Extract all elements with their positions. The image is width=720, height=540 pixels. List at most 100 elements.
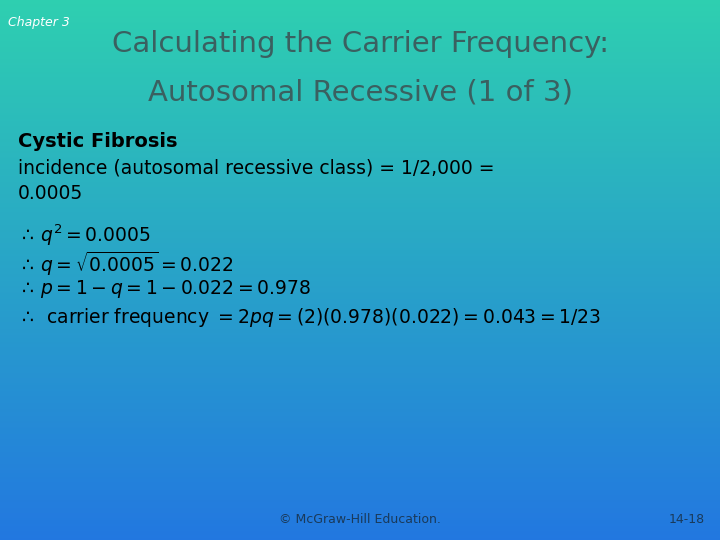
- Bar: [0, 194, 720, 196]
- Text: $\therefore\, p = 1 - q = 1 - 0.022 = 0.978$: $\therefore\, p = 1 - q = 1 - 0.022 = 0.…: [18, 278, 311, 300]
- Bar: [0, 292, 720, 293]
- Bar: [0, 450, 720, 452]
- Bar: [0, 328, 720, 329]
- Bar: [0, 133, 720, 135]
- Bar: [0, 390, 720, 393]
- Bar: [0, 444, 720, 447]
- Text: $\therefore\, q^2 = 0.0005$: $\therefore\, q^2 = 0.0005$: [18, 222, 151, 247]
- Bar: [0, 320, 720, 322]
- Bar: [0, 130, 720, 131]
- Bar: [0, 309, 720, 312]
- Bar: [0, 93, 720, 96]
- Bar: [0, 407, 720, 409]
- Bar: [0, 247, 720, 248]
- Text: 14-18: 14-18: [669, 513, 705, 526]
- Bar: [0, 79, 720, 81]
- Bar: [0, 239, 720, 241]
- Bar: [0, 538, 720, 540]
- Bar: [0, 463, 720, 464]
- Bar: [0, 481, 720, 482]
- Bar: [0, 15, 720, 16]
- Bar: [0, 227, 720, 228]
- Bar: [0, 412, 720, 414]
- Bar: [0, 263, 720, 265]
- Text: $\therefore\, q = \sqrt{0.0005} = 0.022$: $\therefore\, q = \sqrt{0.0005} = 0.022$: [18, 250, 233, 278]
- Bar: [0, 65, 720, 66]
- Bar: [0, 174, 720, 177]
- Bar: [0, 70, 720, 72]
- Bar: [0, 216, 720, 218]
- Bar: [0, 83, 720, 85]
- Bar: [0, 211, 720, 212]
- Bar: [0, 96, 720, 97]
- Bar: [0, 416, 720, 417]
- Bar: [0, 218, 720, 220]
- Bar: [0, 506, 720, 508]
- Bar: [0, 265, 720, 266]
- Bar: [0, 90, 720, 92]
- Bar: [0, 371, 720, 373]
- Bar: [0, 339, 720, 340]
- Bar: [0, 151, 720, 153]
- Bar: [0, 525, 720, 528]
- Bar: [0, 452, 720, 454]
- Bar: [0, 470, 720, 471]
- Bar: [0, 319, 720, 320]
- Bar: [0, 153, 720, 155]
- Text: © McGraw-Hill Education.: © McGraw-Hill Education.: [279, 513, 441, 526]
- Bar: [0, 279, 720, 281]
- Bar: [0, 258, 720, 259]
- Bar: [0, 459, 720, 461]
- Bar: [0, 515, 720, 517]
- Bar: [0, 58, 720, 59]
- Bar: [0, 97, 720, 99]
- Bar: [0, 333, 720, 335]
- Bar: [0, 61, 720, 63]
- Bar: [0, 32, 720, 34]
- Bar: [0, 520, 720, 522]
- Bar: [0, 434, 720, 436]
- Bar: [0, 302, 720, 304]
- Bar: [0, 420, 720, 421]
- Bar: [0, 106, 720, 108]
- Bar: [0, 447, 720, 448]
- Bar: [0, 518, 720, 520]
- Bar: [0, 236, 720, 238]
- Bar: [0, 474, 720, 475]
- Bar: [0, 356, 720, 358]
- Text: Autosomal Recessive (1 of 3): Autosomal Recessive (1 of 3): [148, 78, 572, 106]
- Bar: [0, 522, 720, 524]
- Bar: [0, 389, 720, 390]
- Bar: [0, 342, 720, 344]
- Bar: [0, 531, 720, 533]
- Bar: [0, 409, 720, 410]
- Bar: [0, 421, 720, 423]
- Bar: [0, 281, 720, 282]
- Bar: [0, 430, 720, 432]
- Bar: [0, 166, 720, 167]
- Bar: [0, 0, 720, 2]
- Bar: [0, 12, 720, 15]
- Bar: [0, 112, 720, 113]
- Bar: [0, 443, 720, 444]
- Bar: [0, 274, 720, 275]
- Bar: [0, 490, 720, 491]
- Bar: [0, 414, 720, 416]
- Bar: [0, 158, 720, 160]
- Bar: [0, 2, 720, 4]
- Bar: [0, 529, 720, 531]
- Bar: [0, 504, 720, 506]
- Bar: [0, 301, 720, 302]
- Bar: [0, 261, 720, 263]
- Bar: [0, 5, 720, 7]
- Bar: [0, 324, 720, 326]
- Bar: [0, 427, 720, 428]
- Bar: [0, 517, 720, 518]
- Bar: [0, 428, 720, 430]
- Bar: [0, 448, 720, 450]
- Bar: [0, 403, 720, 405]
- Bar: [0, 45, 720, 47]
- Bar: [0, 204, 720, 205]
- Bar: [0, 290, 720, 292]
- Bar: [0, 76, 720, 77]
